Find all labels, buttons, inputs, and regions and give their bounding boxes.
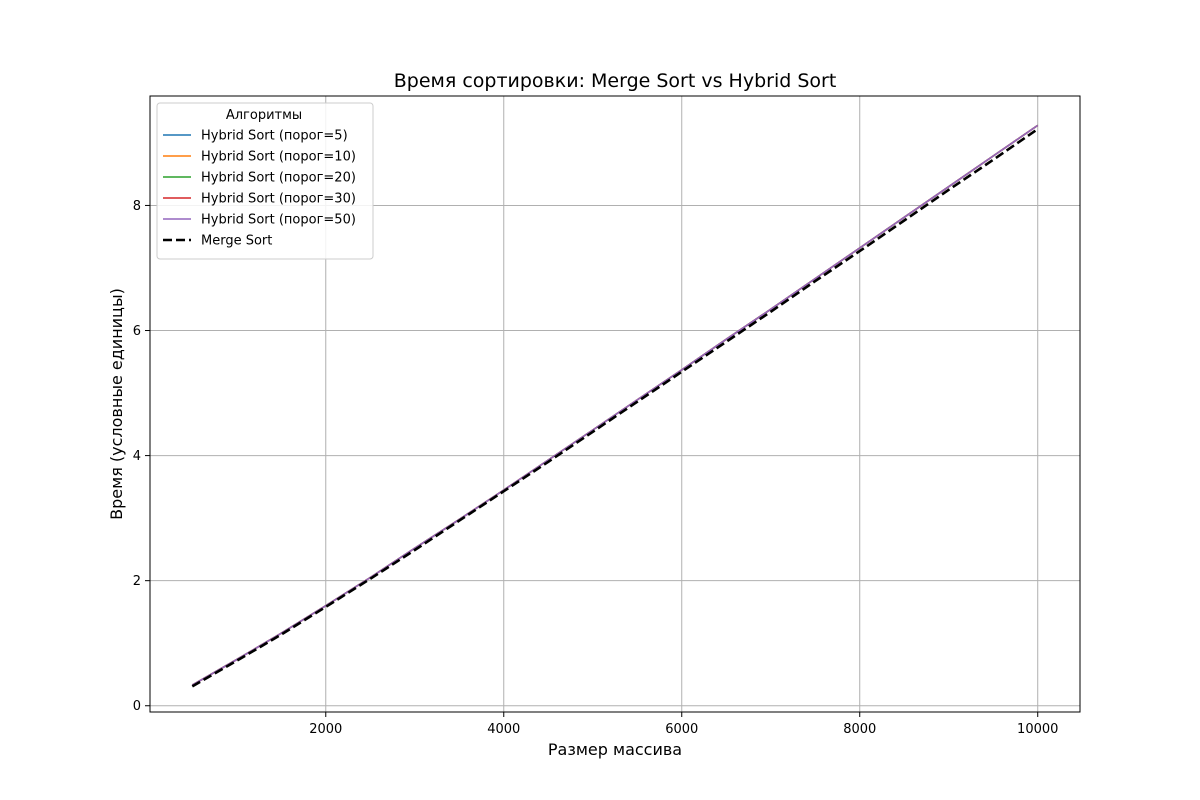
x-tick-label: 6000 xyxy=(665,722,698,737)
y-tick-label: 8 xyxy=(133,199,141,214)
x-tick-label: 2000 xyxy=(309,722,342,737)
legend: Алгоритмы Hybrid Sort (порог=5)Hybrid So… xyxy=(156,102,374,260)
legend-label: Hybrid Sort (порог=10) xyxy=(201,150,356,165)
y-tick-label: 2 xyxy=(133,574,141,589)
y-tick-label: 6 xyxy=(133,324,141,339)
legend-items: Hybrid Sort (порог=5) Hybrid Sort (порог=… xyxy=(163,129,356,249)
x-tick-label: 8000 xyxy=(843,722,876,737)
legend-label: Hybrid Sort (порог=20) xyxy=(201,171,356,186)
y-tick-label: 0 xyxy=(133,699,141,714)
x-axis-label: Размер массива xyxy=(548,740,682,759)
x-tick-label: 4000 xyxy=(487,722,520,737)
legend-title: Алгоритмы xyxy=(226,108,302,123)
series-lines xyxy=(191,124,1039,688)
legend-label: Hybrid Sort (порог=50) xyxy=(201,213,356,228)
chart-title: Время сортировки: Merge Sort vs Hybrid S… xyxy=(394,70,837,92)
y-tick-label: 4 xyxy=(133,449,141,464)
series-line xyxy=(191,128,1039,688)
x-tick-label: 10000 xyxy=(1017,722,1058,737)
legend-label: Hybrid Sort (порог=5) xyxy=(201,129,348,144)
y-axis-ticks: 0 2 4 6 8 xyxy=(133,199,150,714)
plot-frame xyxy=(149,95,1081,713)
legend-label: Merge Sort xyxy=(201,234,272,249)
legend-label: Hybrid Sort (порог=30) xyxy=(201,192,356,207)
x-axis-ticks: 2000 4000 6000 8000 10000 xyxy=(309,712,1058,737)
legend-box xyxy=(156,102,374,260)
y-axis-label: Время (условные единицы) xyxy=(107,288,126,520)
